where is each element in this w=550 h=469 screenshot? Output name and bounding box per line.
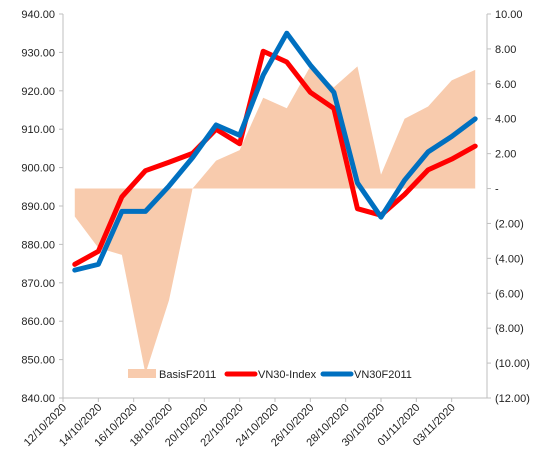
right-tick-label: - [495, 184, 499, 196]
right-tick-label: 8.00 [495, 44, 516, 56]
legend-label-2: VN30F2011 [354, 369, 412, 381]
legend: BasisF2011 VN30-Index VN30F2011 [128, 369, 412, 381]
series-line-2 [72, 30, 478, 273]
legend-label-0: BasisF2011 [159, 369, 216, 381]
left-tick-label: 870.00 [21, 278, 55, 290]
left-tick-label: 860.00 [21, 316, 55, 328]
left-tick-label: 850.00 [21, 355, 55, 367]
left-tick-label: 900.00 [21, 163, 55, 175]
left-tick-label: 880.00 [21, 239, 55, 251]
right-tick-label: 10.00 [495, 9, 523, 21]
legend-label-1: VN30-Index [258, 369, 317, 381]
lines-layer [72, 30, 478, 273]
left-tick-label: 940.00 [21, 9, 55, 21]
right-tick-label: 2.00 [495, 149, 516, 161]
left-tick-label: 910.00 [21, 124, 55, 136]
left-tick-label: 920.00 [21, 86, 55, 98]
right-tick-label: (8.00) [495, 323, 524, 335]
right-tick-label: (6.00) [495, 288, 524, 300]
right-tick-label: 6.00 [495, 79, 516, 91]
left-tick-label: 840.00 [21, 393, 55, 405]
right-tick-label: (4.00) [495, 253, 524, 265]
left-tick-label: 930.00 [21, 47, 55, 59]
left-tick-label: 890.00 [21, 201, 55, 213]
basis-area-layer [74, 66, 476, 374]
right-tick-label: (10.00) [495, 358, 530, 370]
series-area-0 [74, 66, 476, 374]
right-tick-label: (12.00) [495, 393, 530, 405]
legend-swatch-0 [128, 369, 156, 378]
right-tick-label: 4.00 [495, 114, 516, 126]
right-tick-label: (2.00) [495, 218, 524, 230]
